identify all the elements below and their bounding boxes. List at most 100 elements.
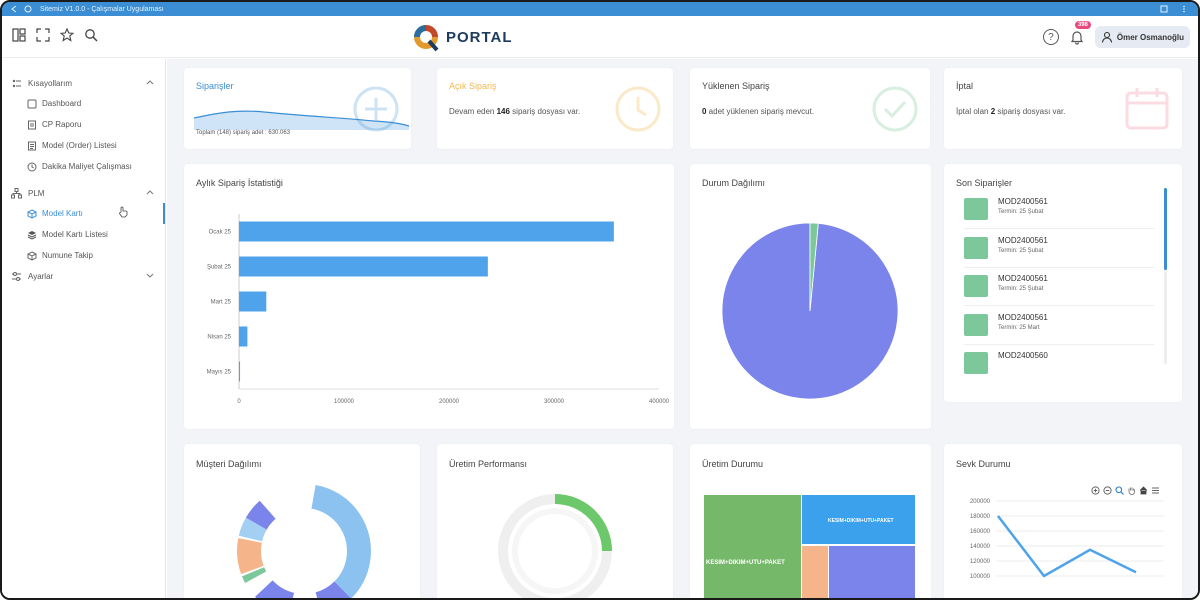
sidebar-group-settings[interactable]: Ayarlar [2, 266, 165, 286]
x-tick-label: 0 [237, 399, 241, 405]
treemap-block-orange [802, 546, 828, 598]
loaded-orders-title: Yüklenen Sipariş [702, 81, 770, 91]
open-orders-title: Açık Sipariş [449, 81, 497, 91]
sidebar-group-shortcuts[interactable]: Kısayollarım [2, 73, 165, 93]
sidebar-item-label: Model Kartı [42, 209, 83, 218]
cancelled-orders-card[interactable]: İptal İptal olan 2 sipariş dosyası var. [944, 68, 1182, 149]
shortcuts-icon [10, 77, 22, 89]
status-pie-chart [721, 222, 899, 400]
sidebar-item-model-order-list[interactable]: Model (Order) Listesi [2, 135, 165, 156]
x-tick-label: 200000 [439, 399, 460, 405]
production-performance-card: Üretim Performansı [437, 444, 673, 598]
sidebar-group-label: Ayarlar [28, 271, 54, 281]
loaded-orders-count: 0 [702, 107, 707, 116]
sidebar-item-dashboard[interactable]: Dashboard [2, 93, 165, 114]
magnify-icon[interactable] [1115, 486, 1124, 495]
order-code: MOD2400560 [998, 351, 1048, 360]
open-orders-count: 146 [496, 107, 510, 116]
check-circle-icon [872, 86, 918, 132]
sidebar-item-model-card[interactable]: Model Kartı [2, 203, 165, 224]
sidebar-item-label: CP Raporu [42, 120, 82, 129]
order-thumbnail [964, 313, 988, 336]
order-separator [964, 266, 1154, 268]
sidebar-group-label: PLM [28, 188, 45, 198]
user-menu[interactable]: Ömer Osmanoğlu [1094, 26, 1190, 48]
sidebar-item-label: Model (Order) Listesi [42, 141, 117, 150]
shipment-line-chart: 200000 180000 160000 140000 120000 100000 [970, 499, 1164, 580]
bar [239, 361, 241, 382]
order-thumbnail [964, 275, 988, 297]
sidebar-group-label: Kısayollarım [28, 78, 73, 88]
chevron-up-icon[interactable] [145, 77, 155, 87]
recent-order-item[interactable]: MOD2400561 Termin: 25 Şubat [964, 236, 1154, 266]
fullscreen-icon[interactable] [36, 28, 50, 42]
order-thumbnail [964, 198, 988, 220]
bar [239, 256, 488, 277]
orders-stat-card[interactable]: Siparişler Toplam (148) sipariş adet : 6… [184, 68, 411, 149]
add-circle-icon [353, 86, 399, 132]
zoom-out-icon[interactable] [1103, 486, 1112, 495]
settings-sliders-icon [10, 270, 22, 282]
star-icon[interactable] [60, 28, 74, 42]
chevron-down-icon[interactable] [145, 270, 155, 280]
status-chart-title: Durum Dağılımı [702, 178, 766, 188]
zoom-in-icon[interactable] [1091, 486, 1100, 495]
window-titlebar: Sitemiz V1.0.0 - Çalışmalar Uygulaması [2, 2, 1198, 16]
recent-order-item[interactable]: MOD2400561 Termin: 25 Şubat [964, 274, 1154, 304]
category-label: Nisan 25 [207, 335, 231, 341]
donut-segment-orange [237, 484, 371, 598]
chevron-up-icon[interactable] [145, 187, 155, 197]
cancelled-orders-count: 2 [990, 107, 996, 116]
treemap-block-violet [829, 546, 915, 598]
portal-logo[interactable]: PORTAL [410, 20, 513, 54]
logo-text: PORTAL [446, 28, 513, 46]
search-icon[interactable] [84, 28, 98, 42]
sidebar-item-minute-cost[interactable]: Dakika Maliyet Çalışması [2, 156, 165, 177]
treemap-label-main: KESIM+DIKIM+UTU+PAKET [706, 560, 785, 566]
cube-icon [26, 208, 37, 219]
category-label: Şubat 25 [207, 265, 232, 271]
donut-segment-blue [237, 484, 371, 598]
bar [239, 221, 614, 242]
menu-dots-icon[interactable] [1180, 5, 1188, 13]
monthly-orders-card: Aylık Sipariş İstatistiği Ocak 25 Şubat 2… [184, 164, 674, 429]
report-icon [26, 119, 37, 130]
treemap-label-blue: KESIM+DIKIM+UTU+PAKET [828, 518, 894, 524]
home-icon[interactable] [1139, 486, 1148, 495]
sidebar-item-label: Dashboard [42, 99, 82, 108]
recent-orders-scrollbar[interactable] [1164, 188, 1167, 364]
hamburger-menu-icon[interactable] [1151, 486, 1160, 495]
help-icon[interactable]: ? [1042, 29, 1059, 45]
q-logo-icon [414, 25, 439, 52]
y-tick-label: 120000 [970, 559, 991, 565]
category-label: Mayıs 25 [207, 370, 232, 376]
pie-slice [809, 222, 819, 312]
back-arrow-icon[interactable] [10, 5, 18, 13]
sidebar-item-label: Numune Takip [42, 251, 93, 260]
clock-icon [26, 161, 37, 172]
sidebar-item-sample-tracking[interactable]: Numune Takip [2, 245, 165, 266]
open-orders-card[interactable]: Açık Sipariş Devam eden 146 sipariş dosy… [437, 68, 673, 149]
extension-icon[interactable] [1160, 5, 1168, 13]
user-name: Ömer Osmanoğlu [1116, 32, 1184, 42]
sidebar-item-model-card-list[interactable]: Model Kartı Listesi [2, 224, 165, 245]
monthly-bar-chart: Ocak 25 Şubat 25 Mart 25 Nisan 25 Mayıs 25 0 1… [207, 214, 670, 405]
pan-hand-icon[interactable] [1127, 486, 1136, 495]
orders-stat-footer: Toplam (148) sipariş adet : 630.063 [196, 130, 291, 136]
production-status-card: Üretim Durumu KESIM+DIKIM+UTU+PAKET KESI… [690, 444, 931, 598]
order-separator [964, 305, 1154, 306]
sidebar-group-plm[interactable]: PLM [2, 183, 165, 203]
recent-order-item[interactable]: MOD2400560 [964, 351, 1154, 381]
series-line [997, 515, 1137, 578]
notification-badge: 398 [1074, 21, 1091, 29]
layout-icon[interactable] [12, 28, 26, 42]
recent-order-item[interactable]: MOD2400561 Termin: 25 Mart [964, 313, 1154, 343]
recent-order-item[interactable]: MOD2400561 Termin: 25 Şubat [964, 197, 1154, 227]
order-due-date: Termin: 25 Şubat [998, 286, 1044, 292]
cancelled-orders-title: İptal [956, 81, 974, 91]
dashboard-icon [26, 98, 37, 109]
refresh-icon[interactable] [24, 5, 32, 13]
notifications-bell-icon[interactable]: 398 [1069, 21, 1091, 45]
loaded-orders-card[interactable]: Yüklenen Sipariş 0 adet yüklenen sipariş… [690, 68, 930, 149]
sidebar-item-cp-report[interactable]: CP Raporu [2, 114, 165, 135]
